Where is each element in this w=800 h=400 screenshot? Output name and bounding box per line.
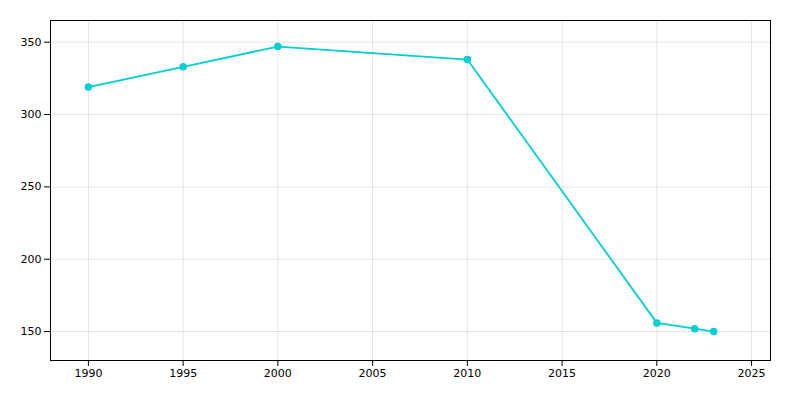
svg-text:2025: 2025 [738, 367, 766, 380]
svg-text:2005: 2005 [359, 367, 387, 380]
svg-text:350: 350 [21, 36, 42, 49]
svg-text:1995: 1995 [169, 367, 197, 380]
svg-text:250: 250 [21, 180, 42, 193]
svg-text:2020: 2020 [643, 367, 671, 380]
svg-text:200: 200 [21, 253, 42, 266]
svg-text:150: 150 [21, 325, 42, 338]
svg-text:1990: 1990 [74, 367, 102, 380]
svg-text:2015: 2015 [548, 367, 576, 380]
svg-text:2010: 2010 [453, 367, 481, 380]
svg-text:2000: 2000 [264, 367, 292, 380]
svg-text:300: 300 [21, 108, 42, 121]
